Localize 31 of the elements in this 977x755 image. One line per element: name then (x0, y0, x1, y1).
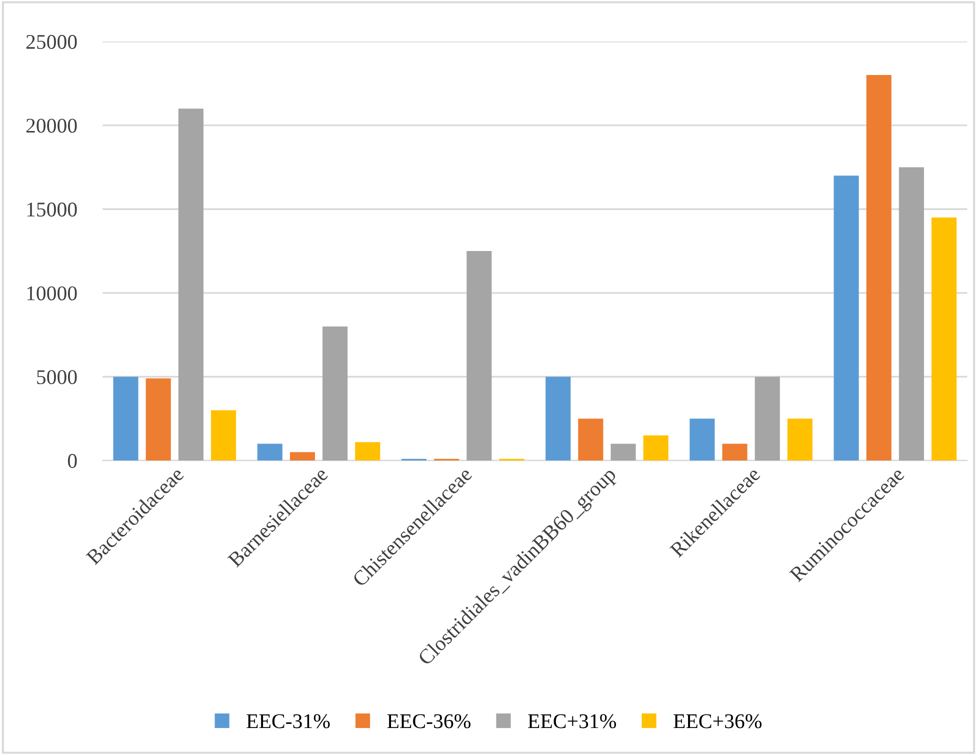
bar (210, 410, 236, 461)
bar (932, 218, 957, 461)
bar (546, 376, 571, 461)
bar (787, 418, 812, 461)
legend-label: EEC-36% (387, 714, 470, 728)
bar (290, 452, 315, 461)
y-tick-label: 15000 (27, 202, 77, 217)
y-tick-label: 20000 (26, 118, 77, 133)
bar (834, 176, 859, 461)
legend-label: EEC-31% (246, 714, 330, 728)
bar (257, 444, 282, 461)
bar (178, 108, 204, 461)
bar (866, 75, 892, 461)
bar (578, 418, 604, 461)
bar (754, 376, 780, 461)
bar (466, 251, 492, 461)
bar (690, 418, 715, 461)
y-tick-label: 0 (68, 454, 77, 468)
bar (898, 167, 924, 461)
y-tick-label: 10000 (27, 286, 77, 300)
bar (643, 435, 668, 461)
bar (722, 444, 748, 461)
bar (113, 376, 138, 461)
bar (322, 326, 348, 461)
bar (355, 442, 380, 461)
y-tick-label: 5000 (37, 370, 77, 384)
legend-label: EEC+31% (528, 714, 616, 728)
y-tick-label: 25000 (26, 34, 77, 49)
bar (610, 444, 636, 461)
legend-label: EEC+36% (674, 714, 762, 728)
bar (146, 378, 171, 461)
